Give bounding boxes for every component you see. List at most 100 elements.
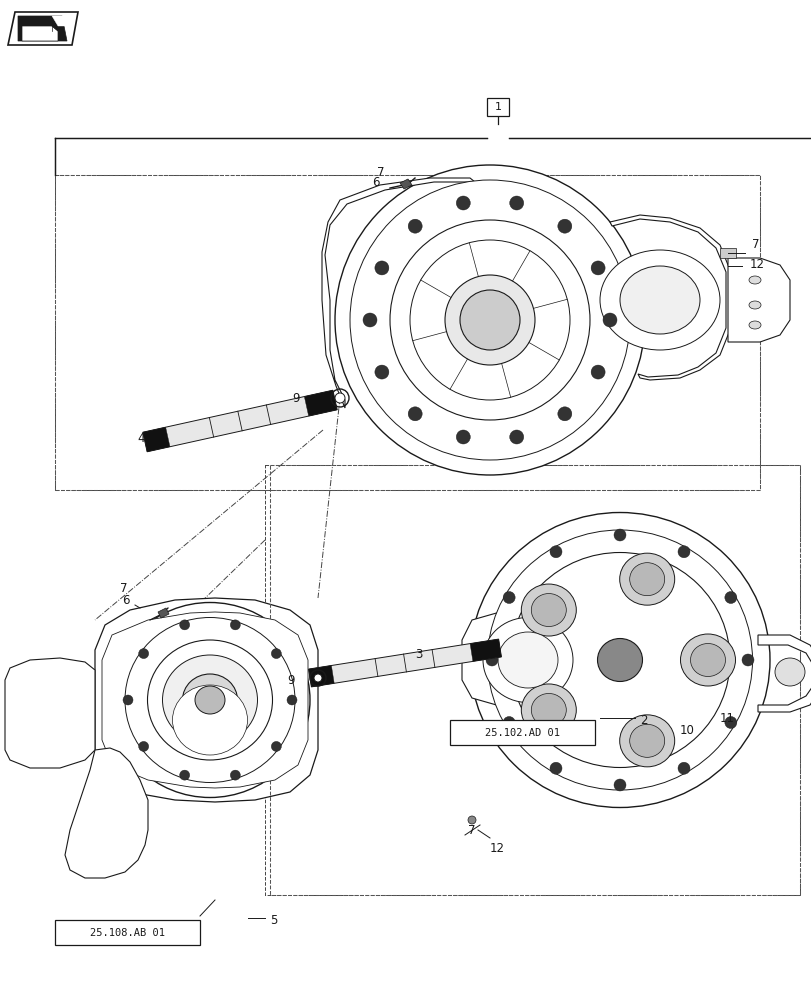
Polygon shape bbox=[308, 639, 500, 687]
Ellipse shape bbox=[619, 553, 674, 605]
Text: 4: 4 bbox=[137, 432, 145, 444]
Ellipse shape bbox=[172, 685, 247, 755]
Ellipse shape bbox=[620, 266, 699, 334]
Ellipse shape bbox=[680, 634, 735, 686]
Polygon shape bbox=[52, 16, 67, 26]
Ellipse shape bbox=[597, 639, 642, 682]
Ellipse shape bbox=[286, 695, 297, 705]
Ellipse shape bbox=[486, 654, 497, 666]
Bar bbox=[55, 175, 759, 490]
Ellipse shape bbox=[748, 301, 760, 309]
Polygon shape bbox=[322, 178, 474, 408]
Ellipse shape bbox=[557, 219, 571, 233]
Text: 7: 7 bbox=[377, 165, 384, 178]
Ellipse shape bbox=[590, 261, 604, 275]
Ellipse shape bbox=[109, 602, 310, 798]
Ellipse shape bbox=[408, 219, 422, 233]
Ellipse shape bbox=[677, 546, 689, 558]
Polygon shape bbox=[22, 26, 58, 41]
Text: 12: 12 bbox=[749, 258, 764, 271]
Ellipse shape bbox=[467, 816, 475, 824]
Text: 1: 1 bbox=[494, 102, 501, 112]
Ellipse shape bbox=[456, 196, 470, 210]
Ellipse shape bbox=[590, 365, 604, 379]
Polygon shape bbox=[609, 215, 729, 380]
Text: 6: 6 bbox=[372, 176, 380, 188]
Ellipse shape bbox=[599, 250, 719, 350]
Bar bbox=[487, 98, 508, 116]
Ellipse shape bbox=[375, 365, 388, 379]
Text: 10: 10 bbox=[679, 724, 694, 736]
Polygon shape bbox=[143, 427, 169, 452]
Ellipse shape bbox=[613, 779, 625, 791]
Polygon shape bbox=[719, 248, 735, 258]
Text: 7: 7 bbox=[751, 238, 758, 251]
Text: 3: 3 bbox=[414, 648, 422, 662]
Text: 2: 2 bbox=[639, 714, 646, 726]
Ellipse shape bbox=[139, 649, 148, 659]
Ellipse shape bbox=[509, 552, 729, 768]
Text: 12: 12 bbox=[489, 842, 504, 854]
Text: 7: 7 bbox=[468, 824, 475, 836]
Text: 6: 6 bbox=[122, 593, 130, 606]
Ellipse shape bbox=[182, 674, 237, 726]
Ellipse shape bbox=[335, 393, 345, 403]
Ellipse shape bbox=[619, 715, 674, 767]
Bar bbox=[449, 720, 594, 745]
Ellipse shape bbox=[230, 620, 240, 630]
Ellipse shape bbox=[503, 716, 514, 728]
Ellipse shape bbox=[549, 762, 561, 774]
Text: 5: 5 bbox=[270, 914, 277, 926]
Ellipse shape bbox=[179, 620, 190, 630]
Ellipse shape bbox=[613, 529, 625, 541]
Ellipse shape bbox=[557, 407, 571, 421]
Polygon shape bbox=[727, 258, 789, 342]
Polygon shape bbox=[158, 608, 169, 618]
Ellipse shape bbox=[408, 407, 422, 421]
Ellipse shape bbox=[122, 695, 133, 705]
Ellipse shape bbox=[444, 275, 534, 365]
Polygon shape bbox=[757, 635, 811, 712]
Ellipse shape bbox=[748, 276, 760, 284]
Ellipse shape bbox=[521, 584, 576, 636]
Ellipse shape bbox=[549, 546, 561, 558]
Ellipse shape bbox=[314, 674, 322, 682]
Ellipse shape bbox=[483, 617, 573, 702]
Text: 11: 11 bbox=[719, 712, 734, 724]
Polygon shape bbox=[308, 666, 334, 687]
Ellipse shape bbox=[139, 741, 148, 751]
Ellipse shape bbox=[530, 693, 565, 726]
Ellipse shape bbox=[724, 591, 736, 603]
Ellipse shape bbox=[470, 512, 769, 808]
Polygon shape bbox=[8, 12, 78, 45]
Ellipse shape bbox=[509, 430, 523, 444]
Polygon shape bbox=[304, 390, 337, 416]
Ellipse shape bbox=[389, 220, 590, 420]
Polygon shape bbox=[102, 612, 307, 788]
Ellipse shape bbox=[460, 290, 519, 350]
Ellipse shape bbox=[148, 640, 272, 760]
Ellipse shape bbox=[530, 594, 565, 627]
Ellipse shape bbox=[748, 321, 760, 329]
Ellipse shape bbox=[689, 644, 724, 676]
Ellipse shape bbox=[179, 770, 190, 780]
Ellipse shape bbox=[335, 165, 644, 475]
Bar bbox=[55, 920, 200, 945]
Ellipse shape bbox=[230, 770, 240, 780]
Text: 7: 7 bbox=[120, 582, 128, 594]
Ellipse shape bbox=[497, 632, 557, 688]
Ellipse shape bbox=[741, 654, 753, 666]
Text: 9: 9 bbox=[292, 391, 299, 404]
Polygon shape bbox=[143, 390, 337, 452]
Ellipse shape bbox=[271, 741, 281, 751]
Ellipse shape bbox=[521, 684, 576, 736]
Ellipse shape bbox=[503, 591, 514, 603]
Ellipse shape bbox=[162, 655, 257, 745]
Polygon shape bbox=[461, 610, 590, 708]
Ellipse shape bbox=[509, 196, 523, 210]
Ellipse shape bbox=[774, 658, 804, 686]
Ellipse shape bbox=[350, 180, 629, 460]
Ellipse shape bbox=[724, 716, 736, 728]
Ellipse shape bbox=[363, 313, 376, 327]
Ellipse shape bbox=[125, 617, 294, 782]
